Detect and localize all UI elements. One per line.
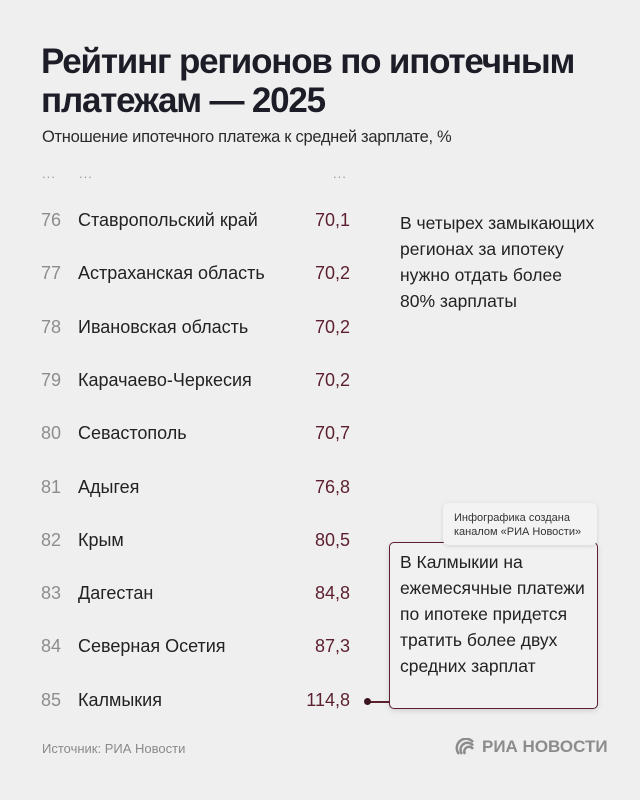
region-cell: Астраханская область: [78, 263, 265, 284]
ellipsis-value: ...: [333, 166, 347, 181]
table-row: 77 Астраханская область 70,2: [0, 263, 360, 293]
subtitle: Отношение ипотечного платежа к средней з…: [42, 128, 452, 146]
region-cell: Северная Осетия: [78, 636, 226, 657]
note-text: В четырех замыкающих регионах за ипотеку…: [400, 213, 595, 311]
callout-box: В Калмыкии на ежемесячные платежи по ипо…: [389, 542, 598, 709]
ria-globe-icon: [455, 738, 475, 755]
callout-dot: [364, 698, 371, 705]
region-cell: Ивановская область: [78, 316, 249, 337]
callout-connector: [367, 701, 389, 703]
credit-tag: Инфографика создана каналом «РИА Новости…: [443, 503, 597, 545]
rank-cell: 77: [41, 263, 62, 284]
rank-cell: 83: [41, 583, 62, 604]
page-title: Рейтинг регионов по ипотечным платежам —…: [41, 42, 640, 120]
table-row: 81 Адыгея 76,8: [0, 477, 360, 507]
region-cell: Ставропольский край: [78, 210, 258, 230]
value-cell: 70,7: [314, 423, 350, 444]
value-cell: 70,1: [314, 210, 350, 230]
rank-cell: 82: [41, 529, 62, 550]
value-cell: 87,3: [314, 636, 350, 657]
region-cell: Карачаево-Черкесия: [78, 369, 252, 390]
rank-cell: 85: [41, 689, 62, 710]
ria-logo: РИА НОВОСТИ: [455, 737, 608, 757]
table-row: 83 Дагестан 84,8: [0, 583, 360, 613]
rank-cell: 79: [41, 369, 62, 390]
title-line-1: Рейтинг регионов по ипотечным: [41, 42, 575, 81]
ellipsis-rank: ...: [42, 166, 56, 181]
value-cell: 76,8: [314, 476, 350, 497]
value-cell: 114,8: [306, 689, 350, 710]
table-row: 82 Крым 80,5: [0, 530, 360, 560]
table-row: 76 Ставропольский край 70,1: [0, 210, 360, 240]
rank-cell: 81: [41, 476, 62, 497]
table-row: 84 Северная Осетия 87,3: [0, 636, 360, 666]
region-cell: Севастополь: [78, 423, 187, 444]
region-cell: Адыгея: [78, 476, 140, 497]
title-line-2: платежам — 2025: [41, 81, 326, 120]
rank-cell: 78: [41, 316, 62, 337]
value-cell: 70,2: [314, 369, 350, 390]
table-row: 78 Ивановская область 70,2: [0, 317, 360, 347]
rank-cell: 84: [41, 636, 62, 657]
value-cell: 70,2: [314, 316, 350, 337]
table-row: 80 Севастополь 70,7: [0, 423, 360, 453]
table-row: 79 Карачаево-Черкесия 70,2: [0, 370, 360, 400]
source-text: Источник: РИА Новости: [42, 741, 186, 756]
value-cell: 80,5: [314, 529, 350, 550]
rank-cell: 76: [41, 210, 62, 230]
region-cell: Дагестан: [78, 583, 154, 604]
logo-text: РИА НОВОСТИ: [482, 737, 608, 756]
region-cell: Калмыкия: [78, 689, 162, 710]
table-row: 85 Калмыкия 114,8: [0, 690, 360, 720]
value-cell: 84,8: [314, 583, 350, 604]
ellipsis-region: ...: [79, 166, 93, 181]
region-cell: Крым: [78, 529, 124, 550]
value-cell: 70,2: [314, 263, 350, 284]
rank-cell: 80: [41, 423, 62, 444]
